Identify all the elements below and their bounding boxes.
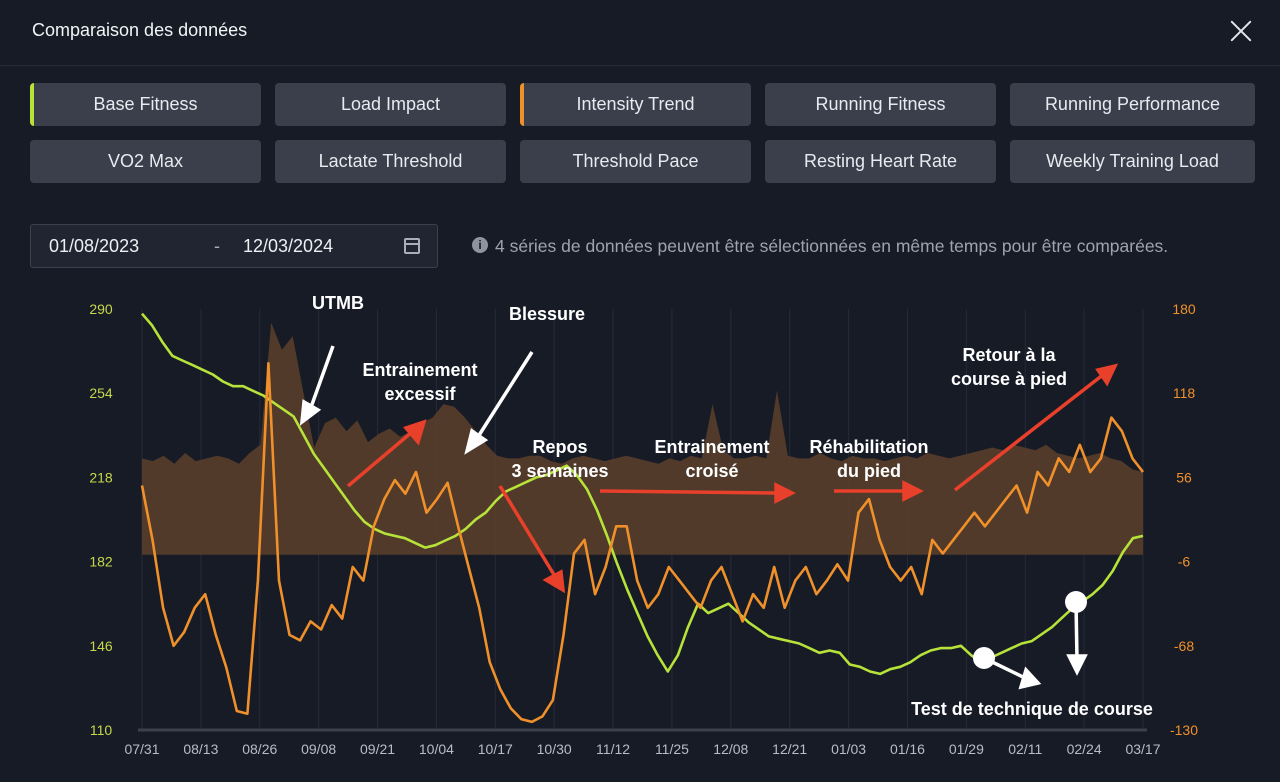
metric-button-weekly-training-load[interactable]: Weekly Training Load xyxy=(1010,140,1255,183)
arrow-head xyxy=(464,428,489,455)
y-right-tick-label: -130 xyxy=(1170,722,1198,738)
arrow-line xyxy=(474,351,534,441)
weekly-training-load-area xyxy=(142,322,1143,555)
annotation-label: Test de technique de course xyxy=(911,699,1153,719)
metric-button-base-fitness[interactable]: Base Fitness xyxy=(30,83,261,126)
x-tick-label: 09/08 xyxy=(301,741,336,757)
metric-button-label: Running Performance xyxy=(1044,94,1221,114)
x-tick-label: 08/13 xyxy=(183,741,218,757)
arrow-head xyxy=(1066,654,1088,676)
annotation-label-line1: Retour à la xyxy=(962,345,1056,365)
metric-button-label: Load Impact xyxy=(340,94,441,114)
x-tick-label: 12/08 xyxy=(713,741,748,757)
selected-accent-bar xyxy=(30,83,34,126)
y-left-tick-label: 146 xyxy=(89,638,113,654)
arrow-line xyxy=(599,489,779,495)
annotation-label-line2: course à pied xyxy=(951,369,1067,389)
y-left-tick-label: 182 xyxy=(89,554,113,570)
annotation-dot xyxy=(973,647,995,669)
x-tick-label: 01/03 xyxy=(831,741,866,757)
metric-button-label: Base Fitness xyxy=(93,94,198,114)
x-tick-label: 10/04 xyxy=(419,741,454,757)
metric-button-lactate-threshold[interactable]: Lactate Threshold xyxy=(275,140,506,183)
annotation-label-line2: excessif xyxy=(384,384,456,404)
arrow-head xyxy=(542,569,566,594)
annotation-label-line2: 3 semaines xyxy=(511,461,608,481)
y-right-tick-label: 56 xyxy=(1176,469,1192,485)
axis-labels-layer: 07/31 08/13 08/26 09/08 09/21 10/04 10/17 10/30… xyxy=(89,301,1198,757)
annotation-label-line1: Repos xyxy=(532,437,587,457)
annotation-dot xyxy=(1065,591,1087,613)
metric-button-label: VO2 Max xyxy=(107,151,184,171)
date-range-picker[interactable]: 01/08/2023 - 12/03/2024 xyxy=(30,224,438,268)
y-right-tick-label: -68 xyxy=(1174,638,1194,654)
dialog-header: Comparaison des données xyxy=(0,0,1280,66)
y-left-tick-label: 290 xyxy=(89,301,113,317)
annotations-layer: UTMB Entrainement excessif Blessure Repo… xyxy=(299,293,1153,719)
arrow-line xyxy=(346,430,414,488)
arrow-head xyxy=(902,480,924,502)
y-left-tick-label: 110 xyxy=(90,722,113,738)
arrow-line xyxy=(308,345,335,411)
x-tick-label: 12/21 xyxy=(772,741,807,757)
intensity-trend-line xyxy=(140,361,1145,724)
annotation-label-line1: Entrainement xyxy=(362,360,477,380)
arrow-head xyxy=(402,419,427,446)
metric-button-label: Weekly Training Load xyxy=(1046,151,1219,171)
arrow-head xyxy=(1095,363,1119,387)
info-icon: i xyxy=(472,237,488,253)
annotation-label: UTMB xyxy=(312,293,364,313)
x-tick-label: 02/24 xyxy=(1067,741,1102,757)
x-tick-label: 02/11 xyxy=(1008,741,1042,757)
metric-button-label: Resting Heart Rate xyxy=(803,151,958,171)
metric-button-threshold-pace[interactable]: Threshold Pace xyxy=(520,140,751,183)
load-area-layer xyxy=(142,322,1143,555)
x-tick-label: 03/17 xyxy=(1125,741,1160,757)
x-tick-label: 10/30 xyxy=(537,741,572,757)
selected-accent-bar xyxy=(520,83,524,126)
calendar-icon[interactable] xyxy=(404,238,420,254)
y-left-tick-label: 254 xyxy=(89,385,113,401)
y-left-tick-label: 218 xyxy=(89,469,113,485)
metric-button-label: Threshold Pace xyxy=(572,151,699,171)
metric-button-label: Running Fitness xyxy=(815,94,946,114)
metric-button-intensity-trend[interactable]: Intensity Trend xyxy=(520,83,751,126)
metric-button-running-fitness[interactable]: Running Fitness xyxy=(765,83,996,126)
annotation-arrow-red xyxy=(346,363,1119,594)
x-tick-label: 11/12 xyxy=(596,741,630,757)
x-tick-label: 11/25 xyxy=(655,741,689,757)
dialog-title: Comparaison des données xyxy=(32,20,248,40)
x-tick-label: 08/26 xyxy=(242,741,277,757)
metric-button-load-impact[interactable]: Load Impact xyxy=(275,83,506,126)
arrow-head xyxy=(774,482,796,504)
info-text: 4 séries de données peuvent être sélecti… xyxy=(495,236,1169,256)
annotation-label-line1: Réhabilitation xyxy=(809,437,928,457)
annotation-label-line2: du pied xyxy=(837,461,901,481)
x-tick-label: 01/16 xyxy=(890,741,925,757)
x-tick-label: 10/17 xyxy=(478,741,513,757)
metric-button-label: Intensity Trend xyxy=(576,94,695,114)
y-right-tick-label: 118 xyxy=(1173,385,1196,401)
metric-button-resting-heart-rate[interactable]: Resting Heart Rate xyxy=(765,140,996,183)
x-tick-label: 01/29 xyxy=(949,741,984,757)
annotation-label-line2: croisé xyxy=(685,461,738,481)
arrow-head xyxy=(1018,666,1042,690)
metric-button-running-performance[interactable]: Running Performance xyxy=(1010,83,1255,126)
arrow-line xyxy=(953,372,1106,492)
x-tick-label: 09/21 xyxy=(360,741,395,757)
metric-button-vo2-max[interactable]: VO2 Max xyxy=(30,140,261,183)
x-tick-label: 07/31 xyxy=(124,741,159,757)
start-date-input[interactable]: 01/08/2023 xyxy=(49,236,140,256)
date-separator: - xyxy=(214,236,220,256)
annotation-label: Blessure xyxy=(509,304,585,324)
y-right-tick-label: -6 xyxy=(1178,554,1191,570)
arrow-line xyxy=(498,485,558,579)
end-date-input[interactable]: 12/03/2024 xyxy=(243,236,334,256)
metric-button-label: Lactate Threshold xyxy=(318,151,463,171)
arrow-head xyxy=(299,399,322,426)
annotation-label-line1: Entrainement xyxy=(654,437,769,457)
y-right-tick-label: 180 xyxy=(1172,301,1196,317)
